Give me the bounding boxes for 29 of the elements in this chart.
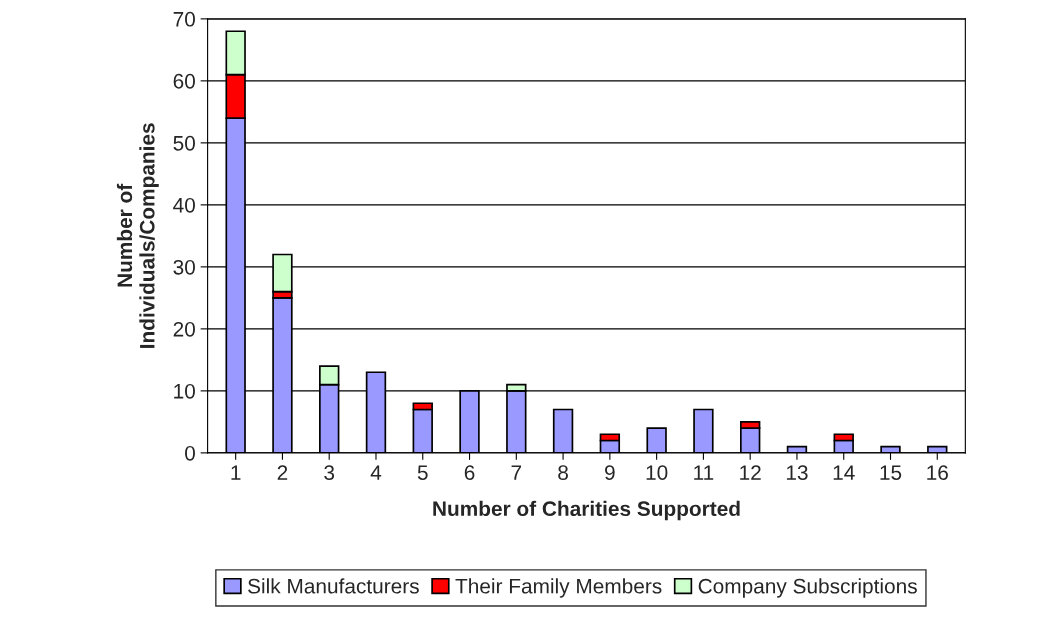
x-tick-label: 16	[927, 465, 948, 480]
x-tick-label: 11	[694, 465, 714, 480]
x-tick-label: 13	[786, 465, 808, 480]
legend-label: Company Subscriptions	[698, 578, 917, 598]
x-tick-label: 12	[740, 465, 761, 480]
y-axis-title: Number of Individuals/Companies	[116, 123, 159, 348]
x-tick-label: 3	[324, 465, 335, 480]
y-tick-label: 0	[185, 445, 195, 461]
x-tick-label: 9	[605, 465, 615, 480]
y-tick-label: 30	[173, 259, 195, 275]
x-axis-title: Number of Charities Supported	[433, 500, 740, 521]
x-tick-label: 4	[370, 465, 382, 480]
x-tick-label: 14	[833, 465, 855, 480]
y-tick-label: 40	[173, 197, 195, 213]
x-tick-label: 8	[558, 465, 568, 480]
legend-label: Their Family Members	[455, 578, 662, 598]
y-tick-label: 20	[173, 321, 195, 337]
x-tick-label: 15	[880, 465, 902, 480]
y-tick-label: 10	[174, 383, 195, 399]
x-tick-label: 6	[464, 465, 475, 480]
x-tick-label: 2	[277, 465, 288, 480]
y-tick-label: 60	[173, 73, 195, 89]
x-tick-label: 10	[646, 465, 668, 480]
legend-label: Silk Manufacturers	[248, 578, 419, 594]
x-tick-label: 1	[231, 465, 241, 480]
x-tick-label: 5	[417, 465, 428, 480]
x-tick-label: 7	[511, 465, 522, 480]
y-tick-label: 70	[173, 11, 195, 27]
y-tick-label: 50	[173, 135, 195, 151]
